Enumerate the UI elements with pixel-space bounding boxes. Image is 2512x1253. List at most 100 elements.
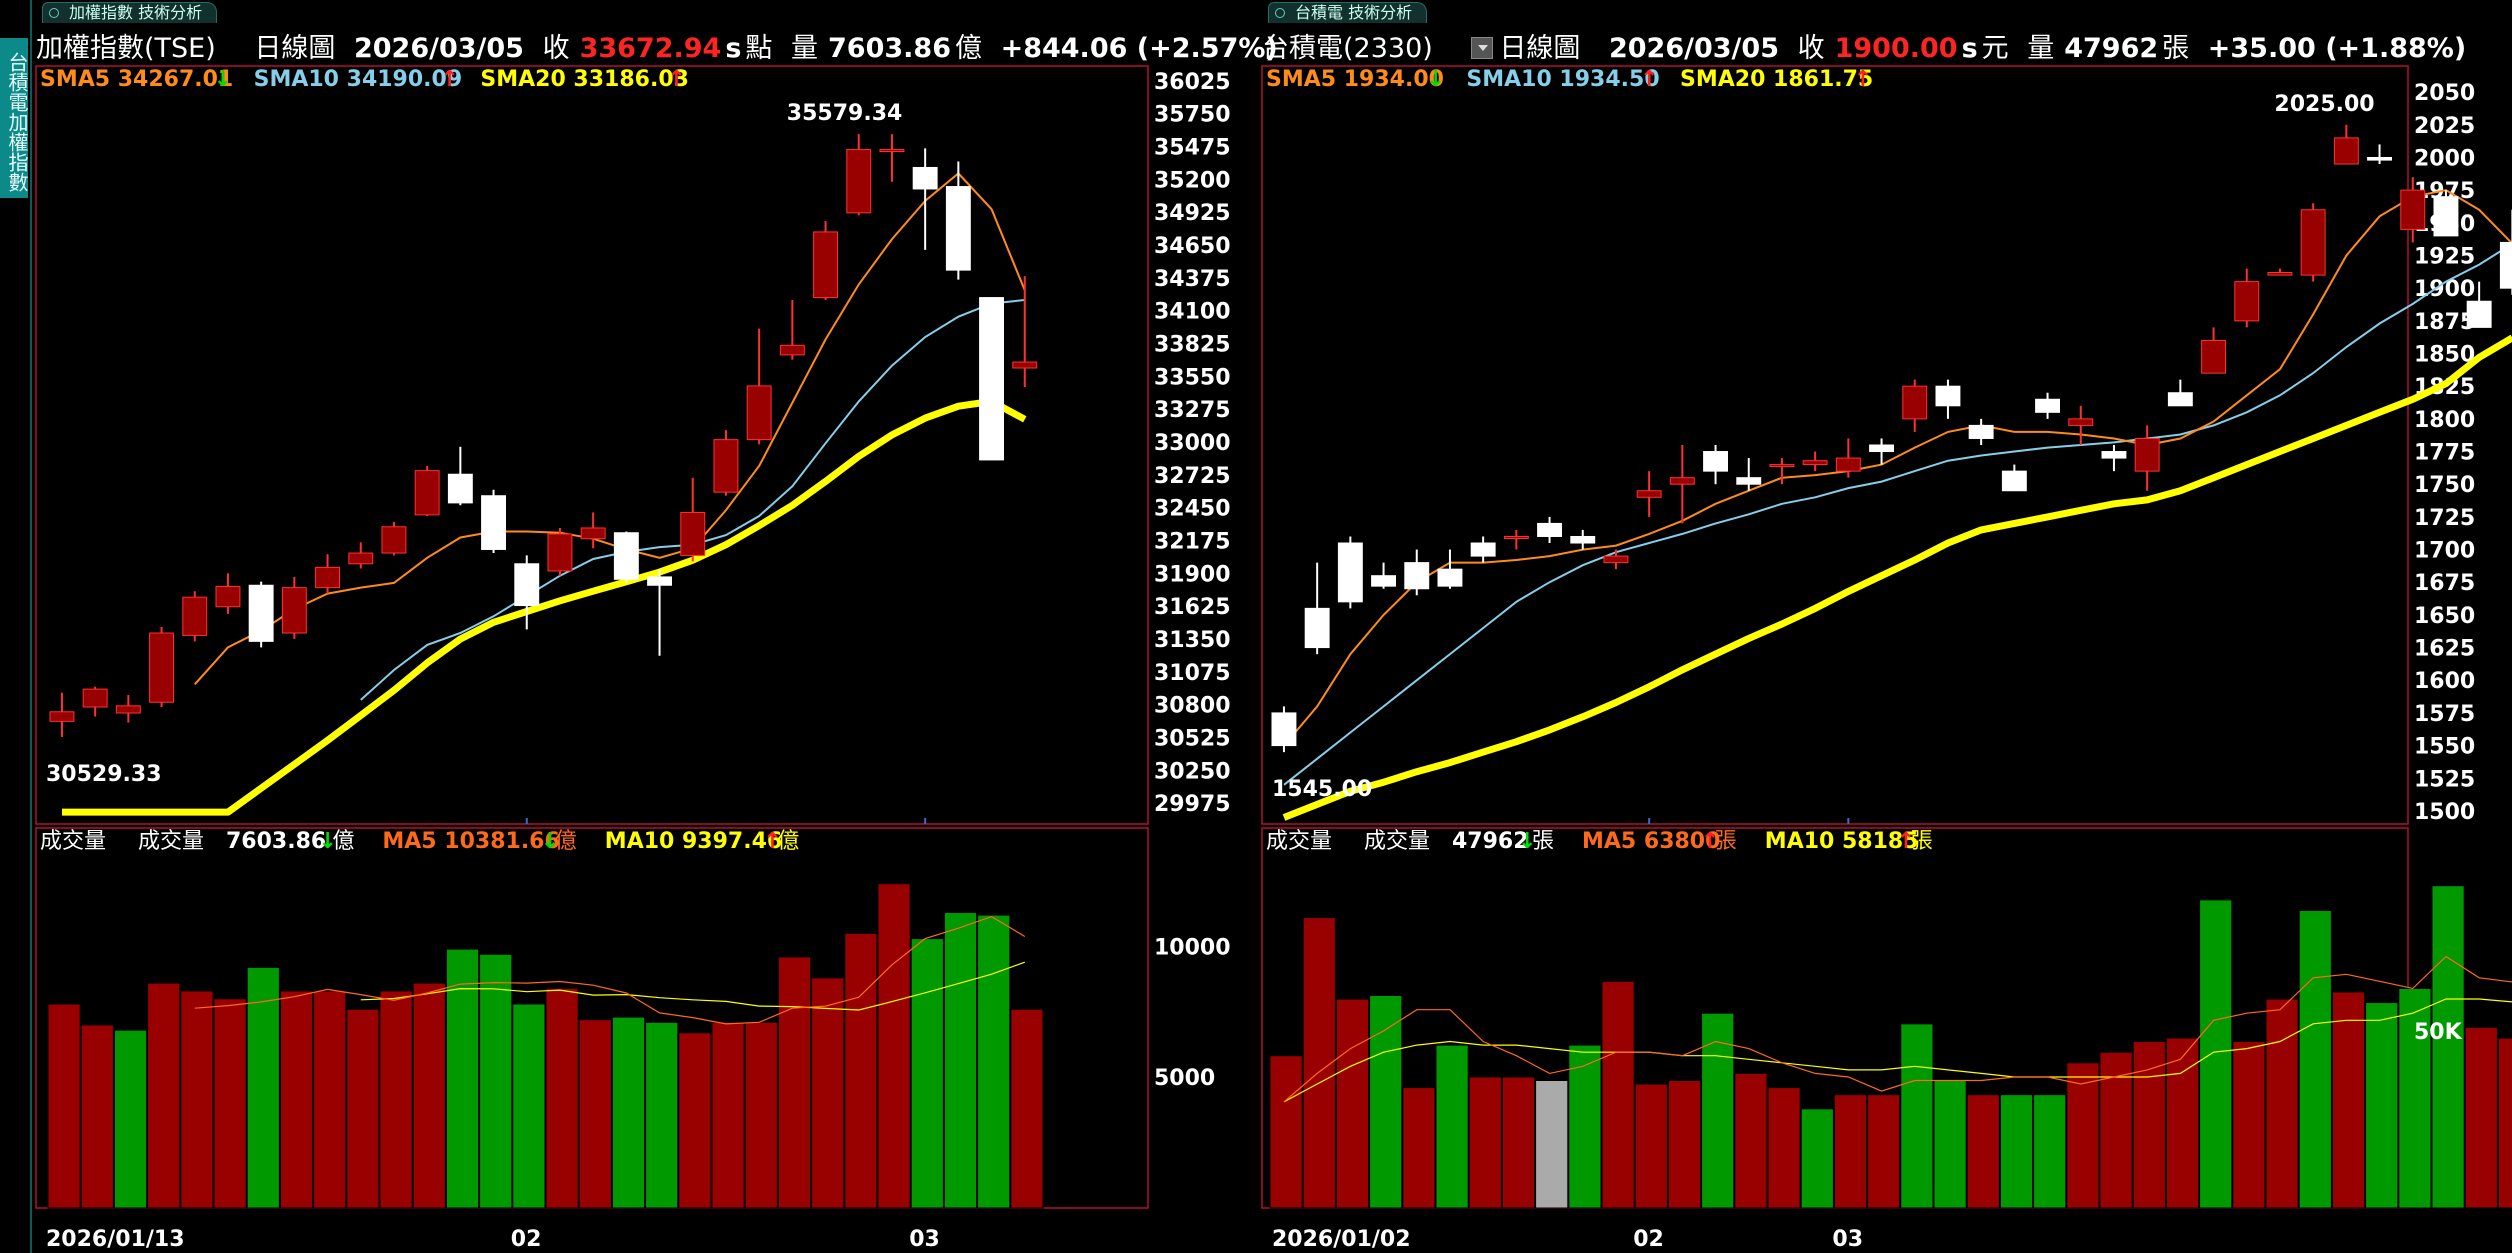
price-tick-label: 32175: [1154, 529, 1231, 554]
period-label[interactable]: 日線圖: [1471, 33, 1590, 64]
price-tick-label: 1550: [2414, 735, 2475, 760]
volume-bar: [1535, 1080, 1569, 1209]
candle: [2400, 189, 2426, 230]
candle: [315, 566, 341, 589]
price-tick-label: 1725: [2414, 506, 2475, 531]
x-axis-label: 02: [1633, 1227, 1664, 1252]
volume-bar: [1335, 998, 1370, 1209]
price-tick-label: 35750: [1154, 103, 1231, 128]
symbol-name: 加權指數(TSE): [36, 33, 216, 64]
volume-bar: [545, 987, 579, 1209]
candle: [215, 585, 241, 608]
candle: [481, 495, 507, 550]
volume-bar: [1933, 1080, 1967, 1209]
volume-value-arrow: ↓: [318, 829, 336, 854]
candle: [1703, 451, 1729, 472]
vol-ma5-legend-unit: 張: [1715, 829, 1737, 854]
candle: [1437, 568, 1463, 587]
volume-bar: [943, 911, 978, 1209]
sma20-line: [62, 397, 1027, 816]
volume-bar: [811, 977, 845, 1209]
volume-bar: [80, 1024, 114, 1209]
sma20-legend: SMA20 33186.03: [480, 67, 689, 92]
quote-date: 2026/03/05: [353, 33, 524, 64]
volume-unit: 張: [2162, 33, 2190, 64]
side-tab[interactable]: 台積電加權指數: [0, 38, 29, 198]
volume-label: 量: [2027, 33, 2055, 64]
candle: [1636, 490, 1662, 498]
price-tick-label: 32450: [1154, 497, 1231, 522]
candle: [514, 563, 540, 607]
price-tick-label: 33000: [1154, 431, 1231, 456]
volume-tick-label: 5000: [1154, 1066, 1215, 1091]
x-axis-label: 02: [511, 1227, 542, 1252]
volume-bar: [2033, 1094, 2067, 1209]
volume-bar: [2365, 1002, 2399, 1209]
price-tick-label: 31900: [1154, 562, 1231, 587]
tab-tsmc-analysis[interactable]: 台積電 技術分析: [1268, 2, 1428, 23]
volume-bar: [777, 956, 812, 1209]
volume-bar: [2199, 899, 2233, 1209]
candle: [1537, 522, 1563, 537]
price-tick-label: 31625: [1154, 595, 1231, 620]
candle: [580, 527, 606, 540]
volume-bar: [1634, 1083, 1668, 1209]
candle: [680, 511, 706, 556]
candle: [1404, 562, 1430, 590]
volume-value-unit: 億: [332, 829, 354, 854]
candle: [82, 688, 108, 708]
volume-bar: [2331, 991, 2366, 1209]
sma20-legend: SMA20 1861.75: [1680, 67, 1873, 92]
tab-taiex-analysis[interactable]: 加權指數 技術分析: [42, 2, 218, 23]
low-price-label: 1545.00: [1272, 777, 1372, 802]
volume-bar: [645, 1021, 679, 1209]
candle: [1603, 555, 1629, 564]
volume-value: 47962: [1452, 829, 1529, 854]
taiex-chart[interactable]: SMA5 34267.01↓ SMA10 34190.09↑ SMA20 33186…: [32, 0, 1286, 1253]
candle: [2201, 339, 2227, 374]
candle: [281, 587, 307, 634]
sma10-legend: SMA10 34190.09: [254, 67, 463, 92]
volume-label: 成交量: [138, 829, 204, 854]
volume-bar: [2497, 1037, 2512, 1209]
candle: [348, 552, 374, 565]
price-tick-label: 34650: [1154, 234, 1231, 259]
vol-ma5-legend-unit: 億: [555, 829, 577, 854]
candle: [1902, 385, 1928, 420]
price-tick-label: 35200: [1154, 168, 1231, 193]
volume-value: 7603.86: [226, 829, 326, 854]
volume-bar: [1435, 1044, 1469, 1209]
candle: [1935, 385, 1961, 407]
quote-date: 2026/03/05: [1608, 33, 1779, 64]
tsmc-chart[interactable]: SMA5 1934.00↓ SMA10 1934.50↑ SMA20 1861.75…: [1258, 0, 2512, 1253]
volume-bar: [1010, 1008, 1044, 1209]
period-dropdown-icon[interactable]: [1471, 36, 1494, 59]
vol-ma5-legend: MA5 63800: [1582, 829, 1720, 854]
sma5-line: [1283, 189, 2512, 747]
candle: [2367, 156, 2393, 161]
volume-value: 47962: [2064, 33, 2159, 64]
volume-title: 成交量: [40, 829, 106, 854]
side-divider: [30, 0, 32, 1253]
candle: [746, 385, 772, 441]
vol-ma5-legend-arrow: ↑: [1701, 829, 1719, 854]
tab-dot-icon: [1275, 8, 1285, 18]
low-price-label: 30529.33: [46, 762, 162, 787]
price-tick-label: 1600: [2414, 669, 2475, 694]
candle: [2499, 241, 2512, 289]
volume-bar: [147, 982, 181, 1209]
price-tick-label: 1800: [2414, 408, 2475, 433]
price-tick-label: 2025: [2414, 114, 2475, 139]
volume-bar: [1601, 980, 1635, 1209]
volume-bar: [2099, 1051, 2133, 1209]
period-label[interactable]: 日線圖: [254, 33, 336, 64]
volume-bar: [512, 1003, 546, 1209]
vol-ma10-legend-unit: 億: [777, 829, 799, 854]
candle: [1669, 477, 1695, 485]
volume-bar: [1667, 1080, 1702, 1209]
candle: [613, 532, 639, 580]
price-tick-label: 2000: [2414, 146, 2475, 171]
vol-ma10-legend: MA10 9397.46: [605, 829, 782, 854]
price-tick-label: 1925: [2414, 245, 2475, 270]
x-axis-label: 03: [909, 1227, 940, 1252]
